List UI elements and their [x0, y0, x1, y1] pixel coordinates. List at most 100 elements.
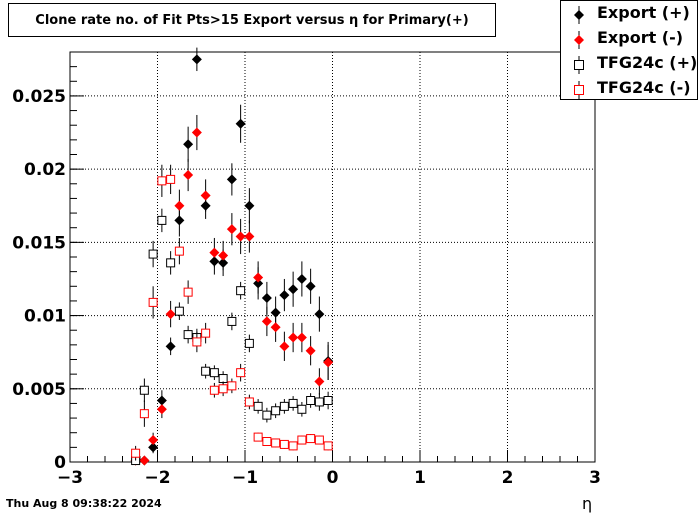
data-point [209, 385, 219, 395]
data-point [305, 281, 316, 292]
data-point [261, 316, 272, 327]
data-point [131, 448, 141, 458]
data-point [218, 374, 228, 384]
legend-marker-tfg-minus [574, 81, 584, 99]
data-point [262, 410, 272, 420]
data-point [253, 272, 264, 283]
x-tick-label: 2 [502, 468, 514, 488]
data-point [191, 54, 202, 65]
data-point [288, 441, 298, 451]
data-point [314, 435, 324, 445]
data-point [166, 258, 176, 268]
x-tick-label: −2 [144, 468, 170, 488]
series-3 [131, 164, 333, 461]
data-point [174, 200, 185, 211]
x-tick-label: 1 [414, 468, 426, 488]
series-0 [130, 47, 334, 466]
data-point [236, 368, 246, 378]
data-point [235, 118, 246, 129]
data-point [200, 190, 211, 201]
data-point [191, 127, 202, 138]
data-point [183, 170, 194, 180]
data-point [236, 286, 246, 296]
data-point [323, 357, 334, 368]
data-point [183, 330, 193, 340]
data-point [279, 290, 290, 301]
series-1 [130, 114, 334, 466]
axis-ticks [69, 51, 596, 463]
data-point [201, 328, 211, 338]
data-point [148, 249, 158, 259]
x-axis-label: η [582, 494, 593, 513]
legend-marker-tfg-plus [574, 56, 584, 74]
data-point [174, 306, 184, 316]
data-point [279, 341, 290, 352]
data-point [244, 200, 255, 211]
data-point [271, 406, 281, 416]
data-point [156, 404, 167, 415]
data-point [244, 231, 255, 242]
data-point [209, 247, 220, 258]
legend-label-export-plus: Export (+) [597, 3, 690, 22]
x-tick-label: −1 [232, 468, 258, 488]
data-point [262, 437, 272, 446]
legend-entry-tfg-minus: TFG24c (-) [561, 77, 697, 101]
data-point [305, 345, 316, 356]
chart-title: Clone rate no. of Fit Pts>15 Export vers… [8, 3, 496, 37]
data-point [157, 215, 167, 225]
data-markers [130, 47, 334, 466]
y-tick-label: 0.025 [12, 87, 66, 107]
data-point [148, 297, 158, 307]
data-point [226, 224, 237, 235]
data-point [218, 384, 228, 394]
data-point [279, 401, 289, 411]
data-point [235, 231, 246, 242]
data-point [306, 396, 316, 405]
series-2 [131, 208, 333, 466]
legend-entry-tfg-plus: TFG24c (+) [561, 52, 697, 76]
chart-title-text: Clone rate no. of Fit Pts>15 Export vers… [35, 12, 469, 28]
data-point [174, 246, 184, 256]
legend: Export (+) Export (-) TFG24c (+) TFG24c … [560, 0, 698, 100]
data-point [226, 174, 237, 185]
data-point [253, 401, 263, 411]
y-tick-label: 0.015 [12, 233, 66, 253]
data-point [306, 434, 316, 444]
x-tick-label: 3 [589, 468, 601, 488]
data-point [209, 368, 219, 378]
legend-label-tfg-plus: TFG24c (+) [597, 53, 698, 72]
data-point [165, 309, 176, 320]
y-tick-label: 0.02 [24, 160, 66, 180]
timestamp-footer: Thu Aug 8 09:38:22 2024 [6, 497, 162, 510]
legend-label-export-minus: Export (-) [597, 28, 684, 47]
data-point [244, 397, 254, 407]
data-point [244, 338, 254, 348]
data-point [139, 409, 149, 419]
data-point [296, 273, 307, 284]
data-point [192, 337, 202, 347]
data-point [139, 455, 150, 466]
x-tick-label: −3 [57, 468, 83, 488]
data-point [218, 250, 229, 261]
data-point [323, 441, 333, 451]
legend-marker-export-minus [574, 31, 584, 49]
legend-label-tfg-minus: TFG24c (-) [597, 78, 691, 97]
data-point [183, 139, 194, 150]
data-point [148, 435, 159, 446]
data-point [201, 366, 211, 376]
data-point [261, 293, 272, 303]
y-tick-label: 0.005 [12, 380, 66, 400]
data-point [288, 332, 299, 343]
data-point [296, 332, 307, 343]
data-point [270, 322, 281, 333]
data-point [227, 316, 237, 326]
data-point [165, 341, 176, 352]
data-point [297, 435, 307, 445]
data-point [288, 284, 299, 295]
data-point [314, 376, 325, 387]
data-point [271, 438, 281, 448]
data-point [253, 432, 263, 442]
data-point [227, 381, 237, 391]
data-point [279, 439, 289, 449]
